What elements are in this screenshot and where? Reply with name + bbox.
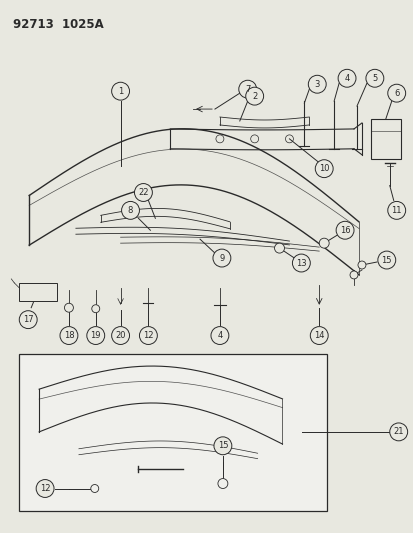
Text: 5: 5 <box>371 74 377 83</box>
Circle shape <box>121 201 139 219</box>
Circle shape <box>315 160 332 177</box>
Circle shape <box>310 327 328 344</box>
Circle shape <box>245 87 263 105</box>
Circle shape <box>87 327 104 344</box>
Circle shape <box>90 484 98 492</box>
Circle shape <box>19 311 37 328</box>
Bar <box>19 354 326 511</box>
Circle shape <box>92 305 100 313</box>
Circle shape <box>308 75 325 93</box>
Text: 21: 21 <box>392 427 403 437</box>
Text: 17: 17 <box>23 315 33 324</box>
Circle shape <box>214 437 231 455</box>
Text: 12: 12 <box>40 484 50 493</box>
Circle shape <box>377 251 395 269</box>
Circle shape <box>335 221 353 239</box>
Circle shape <box>211 327 228 344</box>
Circle shape <box>238 80 256 98</box>
Circle shape <box>139 327 157 344</box>
Circle shape <box>387 201 405 219</box>
Text: 12: 12 <box>143 331 153 340</box>
Text: 9: 9 <box>219 254 224 263</box>
Text: 7: 7 <box>244 85 250 94</box>
Text: 19: 19 <box>90 331 101 340</box>
Text: 4: 4 <box>217 331 222 340</box>
Circle shape <box>217 479 227 489</box>
Text: 13: 13 <box>295 259 306 268</box>
Text: 10: 10 <box>318 164 329 173</box>
Circle shape <box>357 261 365 269</box>
Circle shape <box>389 423 407 441</box>
Text: 2: 2 <box>252 92 257 101</box>
Text: 15: 15 <box>381 255 391 264</box>
Circle shape <box>112 82 129 100</box>
Text: 4: 4 <box>344 74 349 83</box>
Circle shape <box>274 243 284 253</box>
Circle shape <box>60 327 78 344</box>
Circle shape <box>292 254 310 272</box>
Text: 1: 1 <box>118 87 123 96</box>
Text: 18: 18 <box>64 331 74 340</box>
Text: 14: 14 <box>313 331 324 340</box>
Text: 15: 15 <box>217 441 228 450</box>
Text: 8: 8 <box>128 206 133 215</box>
Text: 6: 6 <box>393 88 399 98</box>
Bar <box>370 119 400 159</box>
Text: 20: 20 <box>115 331 126 340</box>
Circle shape <box>387 84 405 102</box>
Circle shape <box>212 249 230 267</box>
Circle shape <box>134 183 152 201</box>
Text: 11: 11 <box>391 206 401 215</box>
Circle shape <box>318 238 328 248</box>
Circle shape <box>64 303 73 312</box>
Text: 16: 16 <box>339 226 349 235</box>
Circle shape <box>365 69 383 87</box>
Text: 22: 22 <box>138 188 148 197</box>
Text: 92713  1025A: 92713 1025A <box>13 18 104 31</box>
Circle shape <box>337 69 355 87</box>
Circle shape <box>349 271 357 279</box>
Text: 3: 3 <box>314 80 319 88</box>
Circle shape <box>112 327 129 344</box>
Bar <box>19 283 57 301</box>
Circle shape <box>36 480 54 497</box>
